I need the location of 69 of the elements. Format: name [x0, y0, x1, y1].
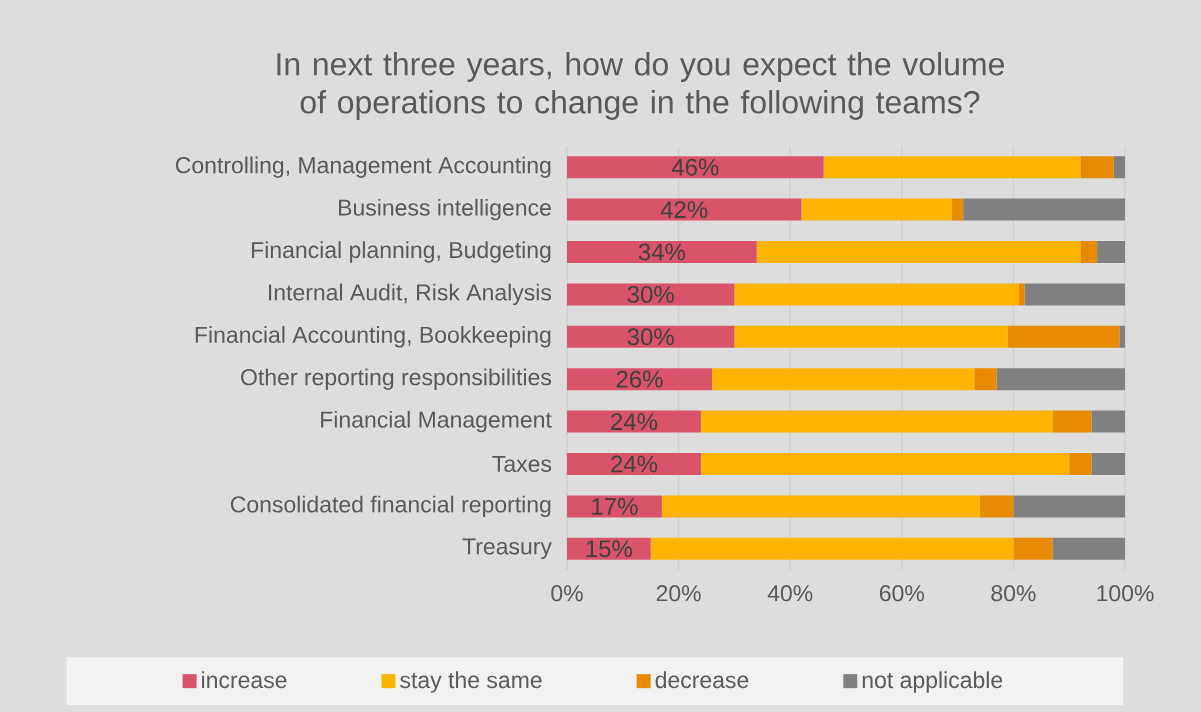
y-tick-label: Treasury	[462, 538, 552, 560]
chart-title: In next three years, how do you expect the volume of operations to change in the following teams?	[277, 52, 1004, 120]
data-label: 46%	[671, 158, 719, 176]
bar	[1080, 156, 1114, 179]
bar	[661, 495, 980, 518]
bar	[1097, 240, 1125, 263]
bar	[567, 410, 701, 433]
y-tick-label: Taxes	[492, 455, 552, 473]
legend-label: decrease	[655, 671, 749, 689]
bar	[952, 198, 964, 221]
bar	[1013, 537, 1053, 560]
bar	[979, 495, 1014, 518]
y-tick-label: Business intelligence	[339, 198, 551, 221]
x-tick-label: 20%	[656, 585, 701, 602]
bar	[1113, 156, 1125, 179]
y-tick-label: Consolidated financial reporting	[230, 495, 551, 518]
bar	[823, 156, 1081, 179]
bar	[650, 537, 1014, 560]
data-label: 34%	[638, 243, 686, 261]
bar	[567, 452, 701, 475]
bar	[1119, 325, 1125, 348]
bar	[567, 283, 735, 306]
x-tick-label: 100%	[1097, 585, 1154, 602]
x-tick-label: 60%	[879, 585, 924, 602]
bar	[700, 410, 1053, 433]
y-tick-label: Internal Audit, Risk Analysis	[269, 283, 552, 306]
bar	[1052, 410, 1092, 433]
bar	[1024, 283, 1125, 306]
bar	[712, 368, 975, 391]
x-tick-label: 80%	[991, 585, 1036, 602]
bar	[567, 325, 735, 348]
data-label: 30%	[627, 328, 674, 346]
data-label: 15%	[586, 540, 633, 558]
legend-label: increase	[202, 671, 287, 689]
bar	[756, 240, 1081, 263]
bar	[734, 283, 1019, 306]
data-label: 42%	[660, 201, 708, 219]
bar	[567, 368, 713, 391]
bar	[567, 156, 824, 179]
data-label: 24%	[611, 413, 658, 431]
y-tick-label: Financial planning, Budgeting	[252, 241, 551, 263]
x-tick-label: 40%	[767, 585, 813, 602]
bar	[1091, 452, 1125, 475]
bar	[801, 198, 953, 221]
bar	[1013, 495, 1125, 518]
bar	[734, 325, 1008, 348]
y-tick-label: Financial Accounting, Bookkeeping	[195, 326, 551, 348]
bar	[700, 452, 1070, 475]
data-label: 17%	[592, 497, 638, 515]
bar	[1007, 325, 1120, 348]
legend-label: not applicable	[862, 671, 1003, 693]
bar	[1018, 283, 1025, 306]
y-tick-label: Financial Management	[321, 410, 552, 433]
data-label: 26%	[616, 370, 663, 388]
legend-label: stay the same	[400, 671, 542, 693]
bar	[996, 368, 1125, 391]
bar	[963, 198, 1125, 221]
y-tick-label: Controlling, Management Accounting	[175, 156, 551, 178]
x-tick-label: 0%	[551, 585, 583, 602]
data-label: 30%	[627, 285, 674, 303]
bar	[567, 198, 802, 221]
bar	[1069, 452, 1092, 475]
data-label: 24%	[611, 455, 658, 473]
bar	[974, 368, 997, 391]
y-tick-label: Other reporting responsibilities	[241, 368, 552, 390]
bar	[567, 240, 757, 263]
bar	[1080, 240, 1098, 263]
bar	[1091, 410, 1125, 433]
bar	[1052, 537, 1125, 560]
